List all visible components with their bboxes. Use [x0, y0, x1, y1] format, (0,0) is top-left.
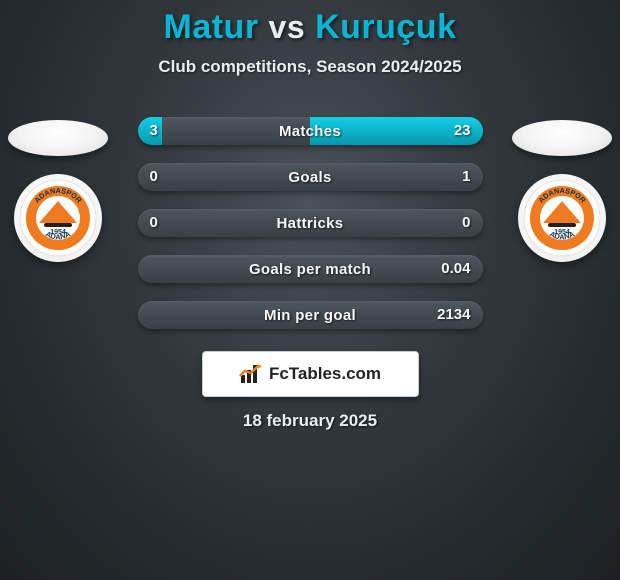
bar-chart-icon: [239, 363, 263, 385]
stat-label: Goals per match: [249, 261, 371, 278]
subtitle: Club competitions, Season 2024/2025: [0, 57, 620, 77]
svg-text:1954: 1954: [50, 229, 66, 236]
player-b-name: Kuruçuk: [315, 8, 456, 46]
stat-label: Matches: [279, 123, 341, 140]
stat-label: Hattricks: [277, 215, 344, 232]
stat-label: Min per goal: [264, 307, 356, 324]
brand-badge[interactable]: FcTables.com: [202, 351, 419, 397]
player-a-flag-placeholder: [8, 120, 108, 156]
stat-row-min-per-goal: Min per goal 2134: [138, 301, 483, 329]
club-right: ADANASPOR ADANA 1954: [512, 120, 612, 262]
stat-value-right: 23: [454, 117, 471, 145]
stat-value-right: 1: [462, 163, 470, 191]
date-text: 18 february 2025: [0, 411, 620, 431]
stat-value-left: 3: [150, 117, 158, 145]
stat-row-hattricks: 0 Hattricks 0: [138, 209, 483, 237]
stat-value-right: 0.04: [441, 255, 470, 283]
stat-value-left: 0: [150, 163, 158, 191]
stat-row-goals: 0 Goals 1: [138, 163, 483, 191]
brand-text: FcTables.com: [269, 364, 381, 384]
player-b-flag-placeholder: [512, 120, 612, 156]
stat-row-goals-per-match: Goals per match 0.04: [138, 255, 483, 283]
adanaspor-badge-icon: ADANASPOR ADANA 1954: [19, 179, 97, 257]
club-left: ADANASPOR ADANA 1954: [8, 120, 108, 262]
stat-label: Goals: [288, 169, 331, 186]
page-title: Matur vs Kuruçuk: [0, 0, 620, 47]
stat-row-matches: 3 Matches 23: [138, 117, 483, 145]
club-right-crest: ADANASPOR ADANA 1954: [518, 174, 606, 262]
svg-text:1954: 1954: [554, 229, 570, 236]
stat-value-right: 2134: [437, 301, 470, 329]
vs-text: vs: [269, 9, 306, 45]
stat-value-right: 0: [462, 209, 470, 237]
stats-list: 3 Matches 23 0 Goals 1 0 Hattricks 0 Goa…: [138, 117, 483, 329]
stat-value-left: 0: [150, 209, 158, 237]
club-left-crest: ADANASPOR ADANA 1954: [14, 174, 102, 262]
player-a-name: Matur: [164, 8, 259, 46]
adanaspor-badge-icon: ADANASPOR ADANA 1954: [523, 179, 601, 257]
